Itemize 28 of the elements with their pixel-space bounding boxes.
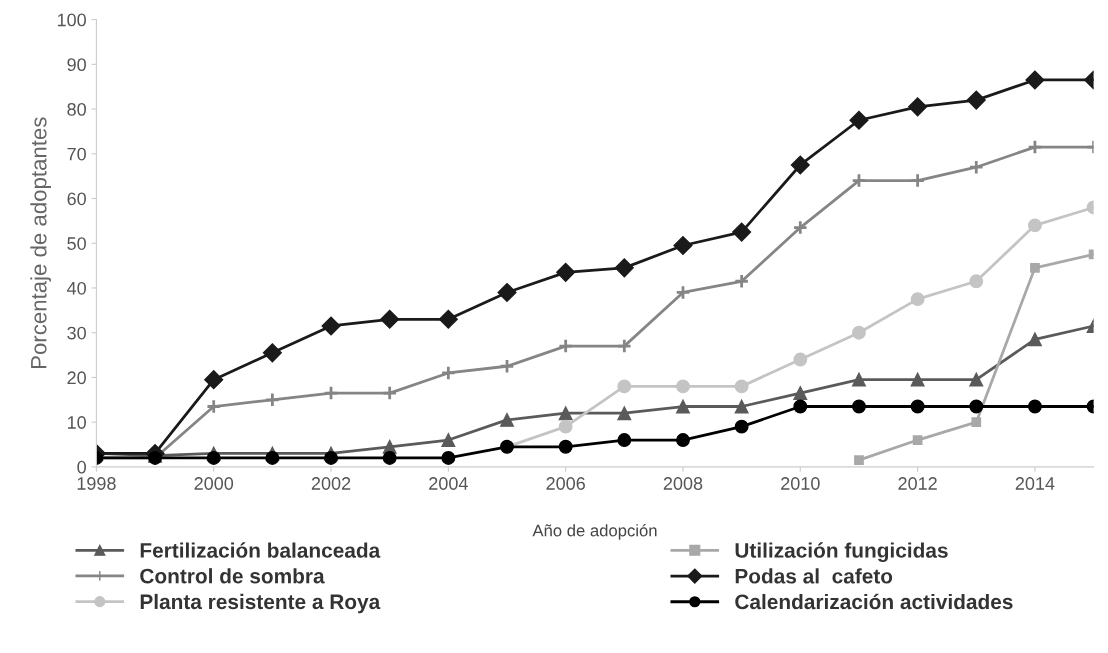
x-tick-label: 2006	[546, 477, 585, 490]
y-tick-label: 20	[67, 371, 86, 385]
x-tick-label: 2014	[1015, 477, 1055, 490]
y-tick-label: 90	[67, 58, 86, 72]
legend-label: Planta resistente a Roya	[140, 593, 381, 614]
x-axis-title: Año de adopción	[532, 524, 657, 540]
x-tick-label: 2000	[194, 477, 234, 490]
y-tick-label: 10	[67, 416, 86, 429]
legend-label: Fertilización balanceada	[140, 542, 381, 558]
x-tick-label: 2008	[663, 477, 703, 490]
y-tick-label: 40	[67, 281, 86, 295]
x-tick-label: 2004	[429, 477, 468, 490]
y-axis-title: Porcentaje de adoptantes	[30, 117, 51, 369]
x-tick-label: 2010	[781, 477, 820, 490]
y-tick-label: 0	[77, 460, 86, 474]
legend-label: Control de sombra	[140, 568, 325, 584]
y-tick-label: 30	[67, 326, 86, 340]
x-tick-label: 2012	[898, 477, 937, 490]
y-tick-label: 60	[67, 192, 86, 206]
x-tick-label: 1998	[77, 477, 116, 490]
y-tick-label: 80	[67, 102, 86, 116]
y-tick-label: 50	[67, 237, 86, 250]
legend-label: Calendarización actividades	[735, 593, 1013, 610]
x-tick-label: 2002	[311, 477, 351, 490]
y-tick-label: 100	[57, 13, 86, 27]
y-tick-label: 70	[67, 147, 86, 161]
legend-label: Utilización fungicidas	[735, 542, 948, 563]
legend-label: Podas al cafeto	[735, 568, 893, 584]
